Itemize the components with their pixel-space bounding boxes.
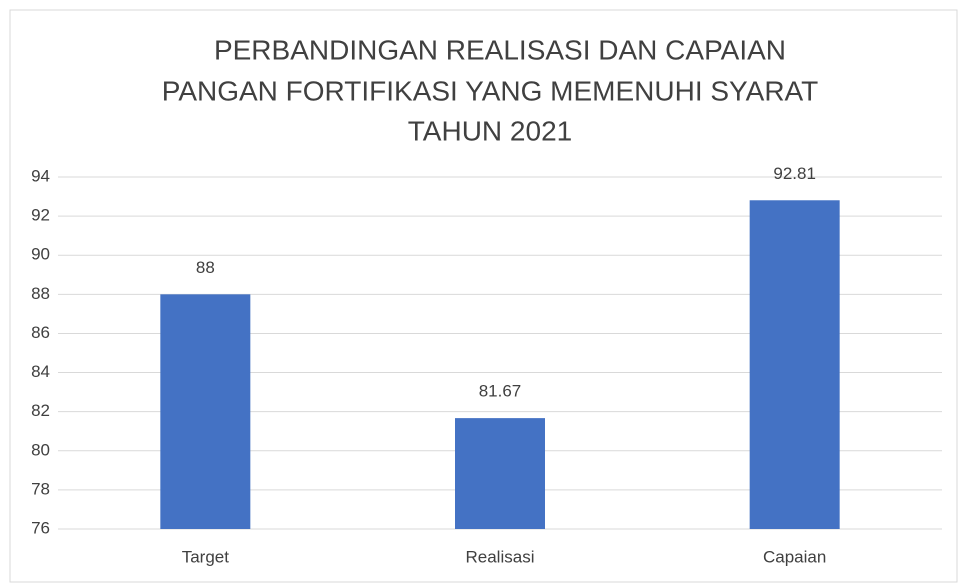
bar [749, 200, 840, 529]
bar [160, 294, 251, 529]
bar [455, 418, 545, 529]
y-tick-label: 92 [31, 206, 50, 225]
x-tick-label: Capaian [763, 547, 826, 566]
y-tick-label: 94 [31, 166, 50, 185]
y-tick-label: 82 [31, 401, 50, 420]
chart-title: PERBANDINGAN REALISASI DAN CAPAIAN [214, 34, 786, 65]
value-label: 92.81 [773, 164, 816, 183]
y-tick-label: 78 [31, 479, 50, 498]
value-label: 88 [196, 258, 215, 277]
chart-title: PANGAN FORTIFIKASI YANG MEMENUHI SYARAT [162, 75, 819, 106]
chart-title: TAHUN 2021 [408, 115, 572, 146]
y-tick-label: 84 [31, 362, 50, 381]
x-tick-label: Realisasi [466, 547, 535, 566]
y-tick-label: 80 [31, 440, 50, 459]
y-tick-label: 76 [31, 518, 50, 537]
value-label: 81.67 [479, 382, 522, 401]
y-tick-label: 90 [31, 245, 50, 264]
y-tick-label: 86 [31, 323, 50, 342]
y-tick-label: 88 [31, 284, 50, 303]
x-tick-label: Target [182, 547, 230, 566]
